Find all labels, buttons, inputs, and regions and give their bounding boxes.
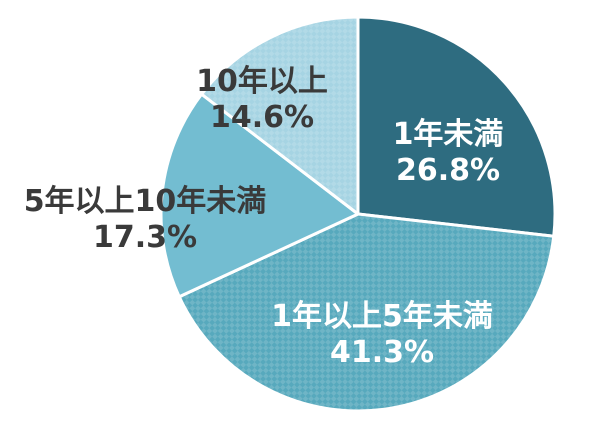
slice-percent-label: 41.3% [330,335,434,370]
pie-slice-4 [200,15,360,216]
slice-label-1: 1年未満 26.8% [393,117,504,188]
pie-slice-1 [356,15,557,238]
slice-percent-label: 26.8% [396,153,500,188]
slice-percent-label: 17.3% [93,220,197,255]
slice-category-label: 1年未満 [393,117,504,152]
slice-label-4: 10年以上 14.6% [196,64,328,135]
slice-category-label: 10年以上 [196,64,328,99]
slice-label-2: 1年以上5年未満 41.3% [271,299,493,370]
slice-category-label: 5年以上10年未満 [24,184,267,219]
slice-category-label: 1年以上5年未満 [271,299,493,334]
slice-percent-label: 14.6% [210,100,314,135]
pie-slice-2 [177,212,556,413]
pie-slice-3 [159,92,360,299]
slice-label-3: 5年以上10年未満 17.3% [24,184,267,255]
